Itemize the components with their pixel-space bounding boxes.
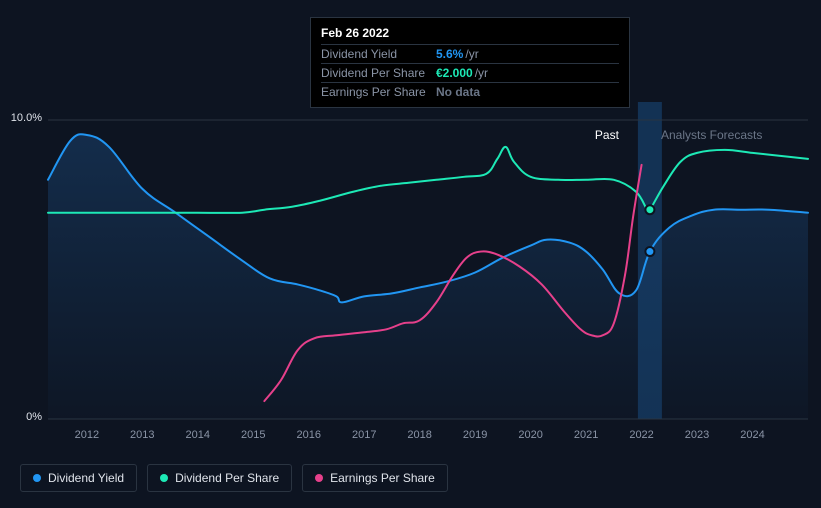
legend-dot-icon [160, 474, 168, 482]
x-axis-label: 2020 [518, 429, 542, 441]
tooltip-row-value: No data [436, 85, 480, 99]
legend-item-0[interactable]: Dividend Yield [20, 464, 137, 492]
tooltip-row: Dividend Per Share€2.000 /yr [321, 63, 619, 82]
tooltip-date: Feb 26 2022 [321, 24, 619, 44]
x-axis-label: 2023 [685, 429, 709, 441]
legend-item-label: Dividend Yield [48, 471, 124, 485]
x-axis-label: 2013 [130, 429, 154, 441]
forecast-region-label: Analysts Forecasts [661, 128, 762, 142]
x-axis-label: 2019 [463, 429, 487, 441]
x-axis-label: 2024 [740, 429, 764, 441]
x-axis-label: 2014 [186, 429, 210, 441]
legend-item-1[interactable]: Dividend Per Share [147, 464, 292, 492]
legend-item-label: Earnings Per Share [330, 471, 435, 485]
chart-tooltip: Feb 26 2022 Dividend Yield5.6% /yrDivide… [310, 17, 630, 108]
legend-item-label: Dividend Per Share [175, 471, 279, 485]
x-axis-label: 2022 [629, 429, 653, 441]
past-region-label: Past [595, 128, 619, 142]
tooltip-row-label: Earnings Per Share [321, 85, 436, 99]
tooltip-row: Dividend Yield5.6% /yr [321, 44, 619, 63]
tooltip-row-label: Dividend Per Share [321, 66, 436, 80]
tooltip-row-unit: /yr [475, 66, 488, 80]
series-marker-0 [645, 247, 654, 256]
x-axis-label: 2018 [407, 429, 431, 441]
tooltip-row-value: 5.6% [436, 47, 463, 61]
tooltip-row-value: €2.000 [436, 66, 473, 80]
tooltip-row-label: Dividend Yield [321, 47, 436, 61]
y-axis-label: 0% [2, 411, 42, 423]
x-axis-label: 2021 [574, 429, 598, 441]
legend-dot-icon [33, 474, 41, 482]
x-axis-label: 2015 [241, 429, 265, 441]
y-axis-label: 10.0% [2, 112, 42, 124]
x-axis-label: 2016 [296, 429, 320, 441]
x-axis-label: 2012 [75, 429, 99, 441]
tooltip-row-unit: /yr [465, 47, 478, 61]
x-axis-label: 2017 [352, 429, 376, 441]
series-marker-1 [645, 205, 654, 214]
legend-dot-icon [315, 474, 323, 482]
chart-legend: Dividend Yield Dividend Per Share Earnings… [20, 464, 448, 492]
tooltip-row: Earnings Per ShareNo data [321, 82, 619, 101]
legend-item-2[interactable]: Earnings Per Share [302, 464, 448, 492]
